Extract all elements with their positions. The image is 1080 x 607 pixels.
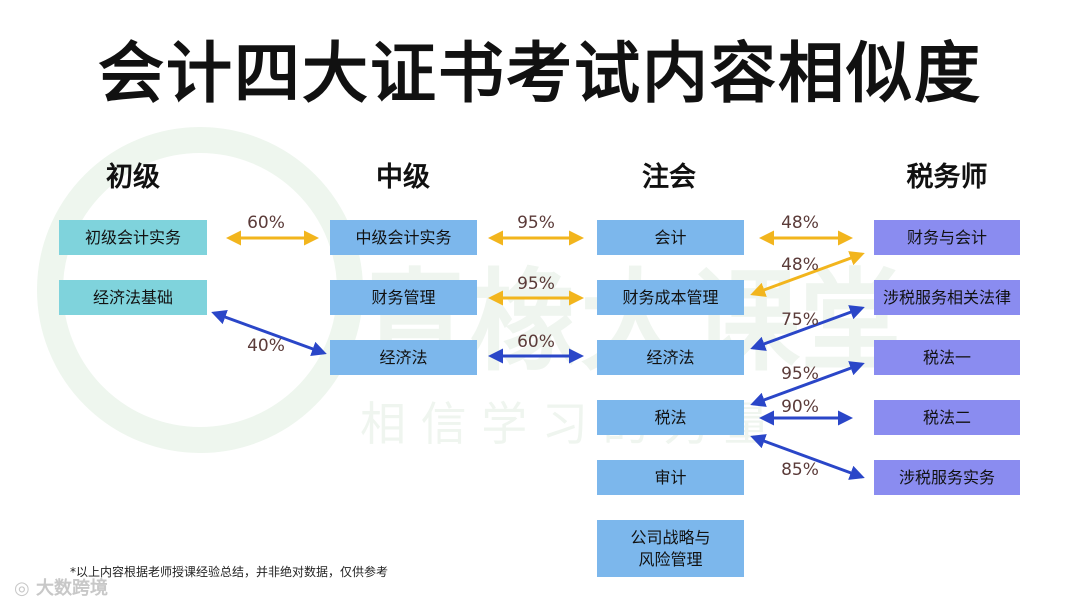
logo-icon: ◎ [14, 578, 30, 599]
link-arrow-jingjifa-jichu [211, 310, 327, 356]
page-title: 会计四大证书考试内容相似度 [98, 35, 982, 112]
link-label-85: 85% [781, 460, 819, 480]
box-kuaiji: 会计 [597, 220, 744, 255]
column-title-chuji: 初级 [106, 162, 160, 193]
link-label-48-chengben: 48% [781, 255, 819, 275]
box-gongsi-zhanlue: 公司战略与 风险管理 [597, 520, 744, 577]
link-arrow-shuifa-shuifayi [750, 361, 865, 407]
link-label-48-kuaiji: 48% [781, 213, 819, 233]
box-shenji: 审计 [597, 460, 744, 495]
box-shuifa-er: 税法二 [874, 400, 1020, 435]
box-zhongji-jingjifa: 经济法 [330, 340, 477, 375]
box-caiwu-guanli: 财务管理 [330, 280, 477, 315]
box-caiwu-yu-kuaiji: 财务与会计 [874, 220, 1020, 255]
link-label-60-chuji: 60% [247, 213, 285, 233]
logo-text: 大数跨境 [36, 578, 108, 599]
source-logo: ◎ 大数跨境 [14, 574, 108, 600]
link-label-95-shuifa: 95% [781, 364, 819, 384]
link-arrow-jingjifa-falv [750, 305, 865, 351]
link-label-95-kuaiji: 95% [517, 213, 555, 233]
box-zhongji-kuaiji-shiwu: 中级会计实务 [330, 220, 477, 255]
column-title-shuiwushi: 税务师 [906, 162, 988, 193]
box-shuifa-yi: 税法一 [874, 340, 1020, 375]
box-jingjifa-jichu: 经济法基础 [59, 280, 207, 315]
box-sheshui-falv: 涉税服务相关法律 [874, 280, 1020, 315]
link-label-40-jingjifa: 40% [247, 336, 285, 356]
box-chuji-kuaiji-shiwu: 初级会计实务 [59, 220, 207, 255]
link-arrow-shuifa-shiwu [750, 434, 865, 480]
link-label-60-jingjifa: 60% [517, 332, 555, 352]
link-label-90: 90% [781, 397, 819, 417]
column-title-zhongji: 中级 [376, 162, 430, 193]
box-sheshui-shiwu: 涉税服务实务 [874, 460, 1020, 495]
box-shuifa: 税法 [597, 400, 744, 435]
column-title-zhuhui: 注会 [642, 162, 696, 193]
link-label-75: 75% [781, 310, 819, 330]
link-label-95-caiwu: 95% [517, 274, 555, 294]
box-caiwu-chengben-guanli: 财务成本管理 [597, 280, 744, 315]
footnote: *以上内容根据老师授课经验总结，并非绝对数据，仅供参考 [70, 565, 389, 579]
link-arrow-chengben-caiwu [750, 251, 865, 297]
box-zhuhui-jingjifa: 经济法 [597, 340, 744, 375]
